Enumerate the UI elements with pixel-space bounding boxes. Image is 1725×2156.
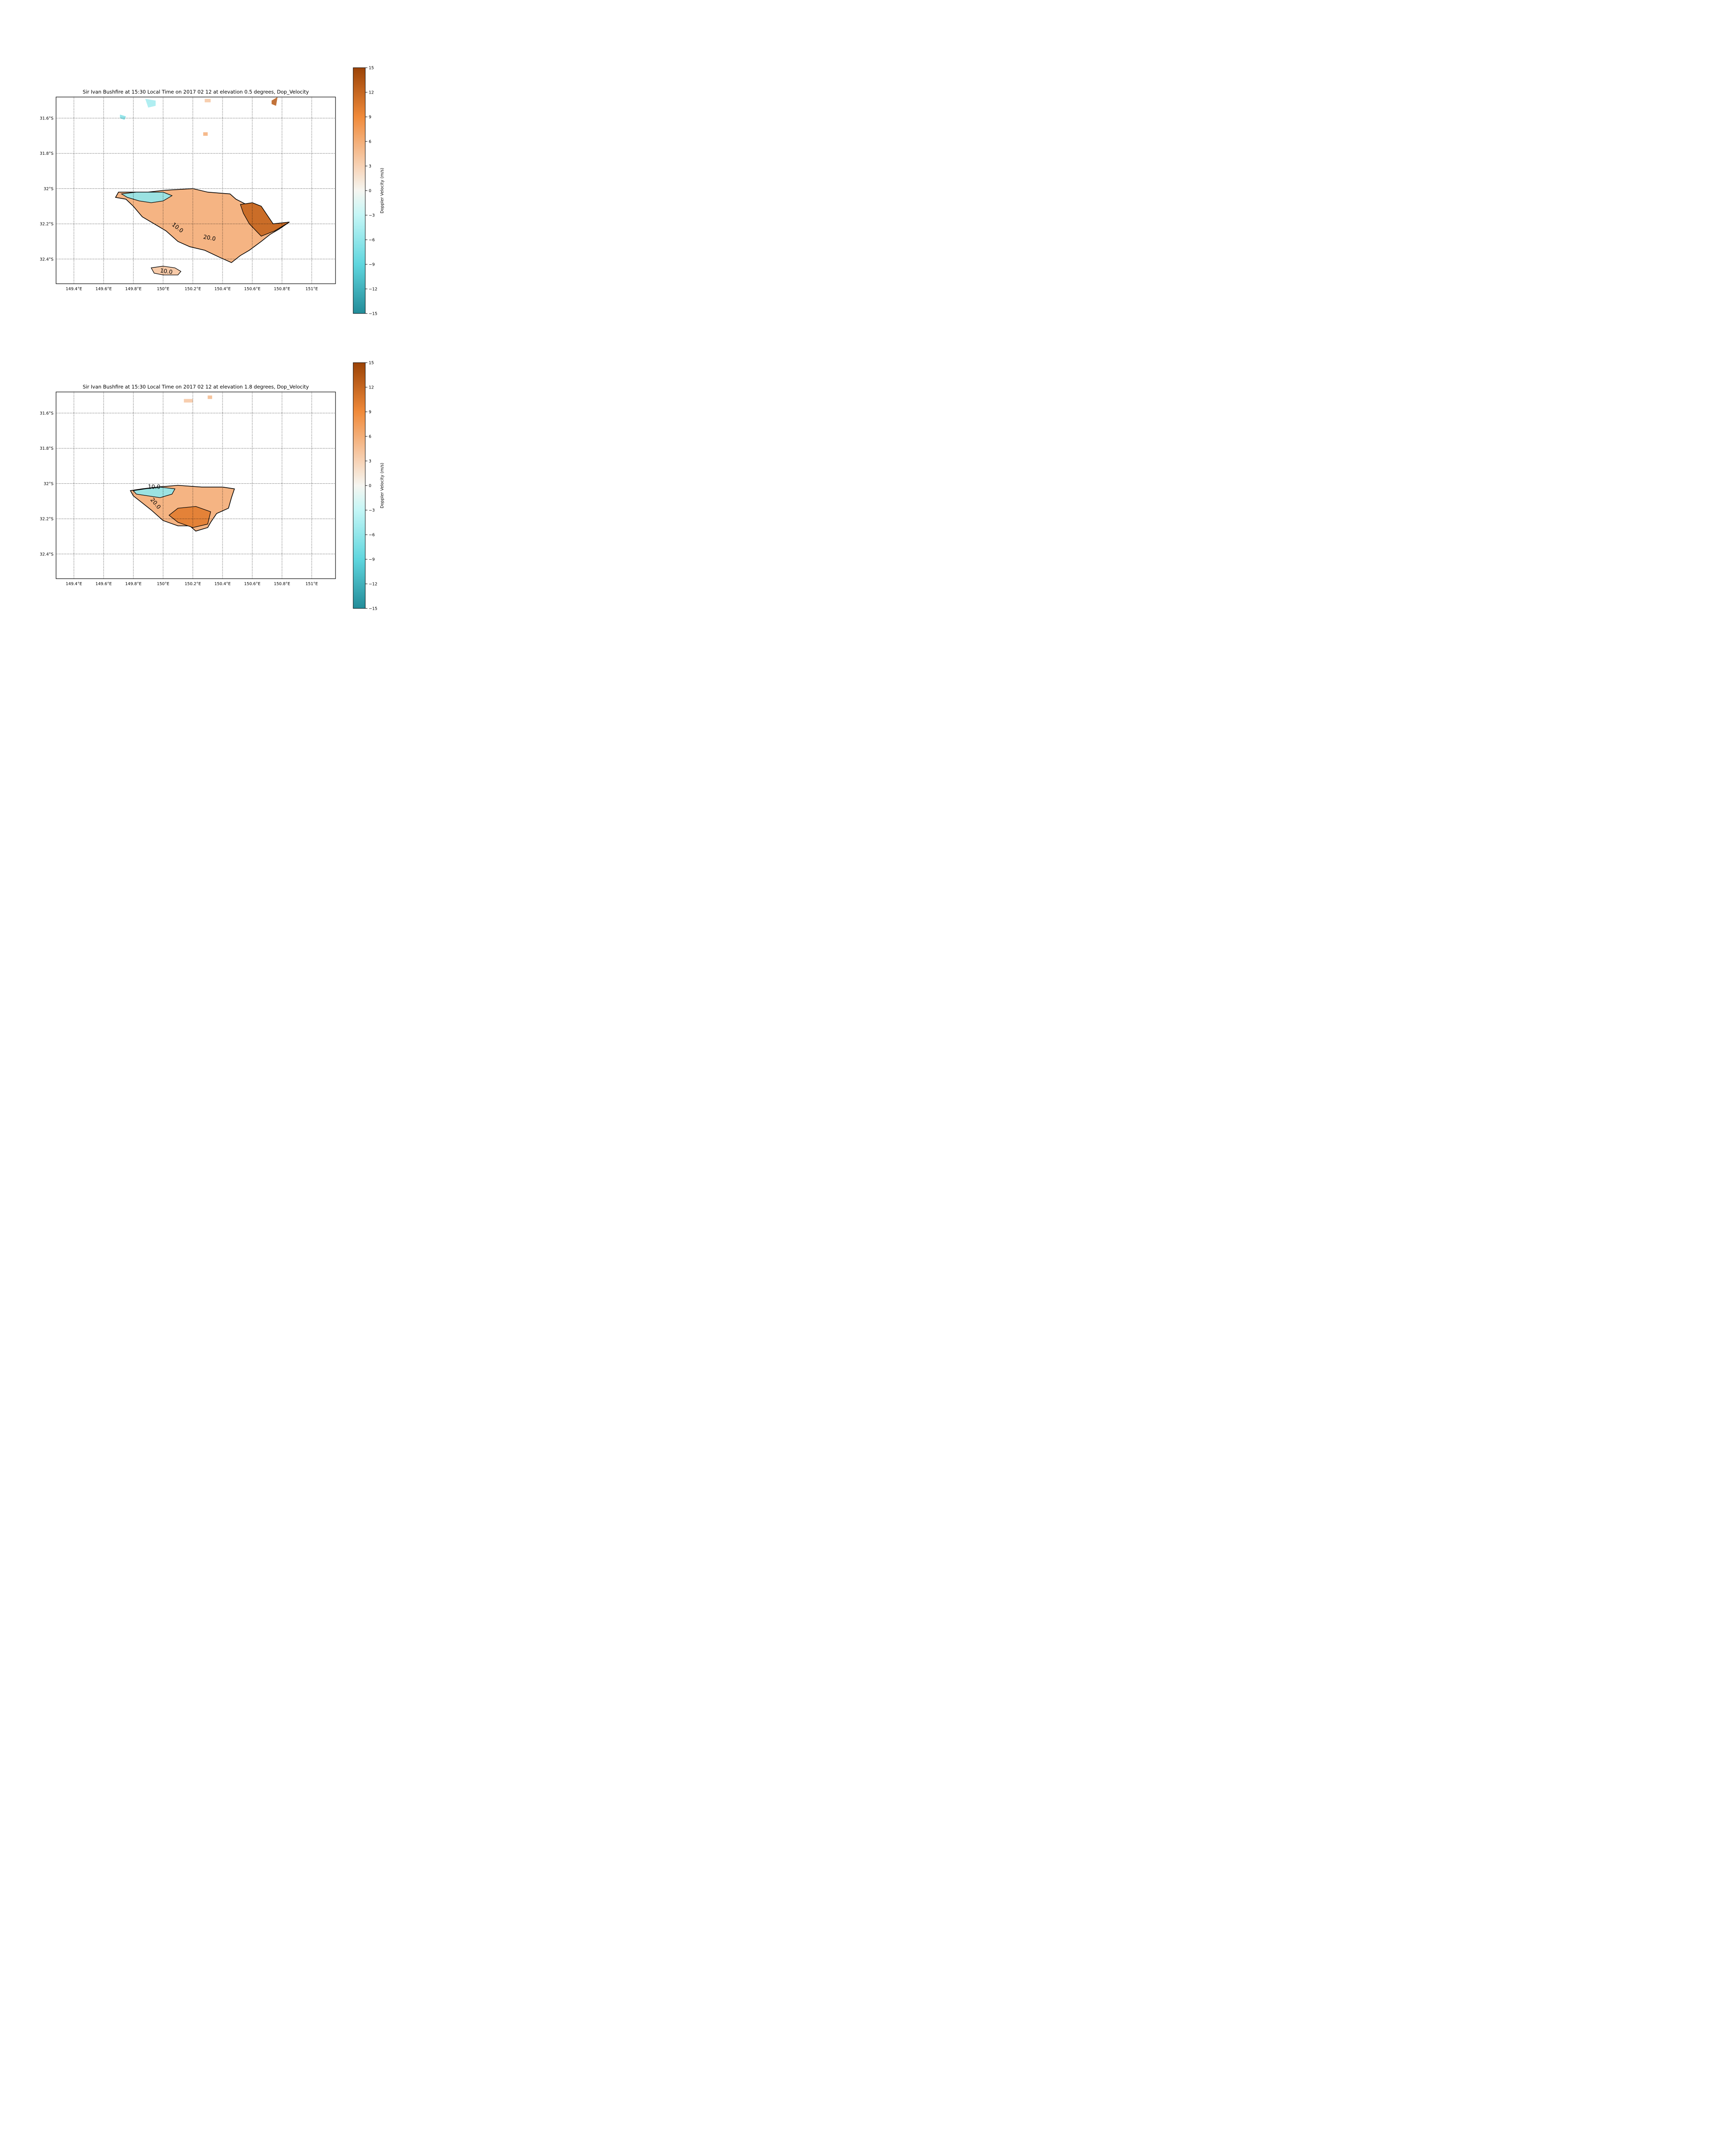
y-tick-label: 32.2°S — [40, 222, 53, 227]
contour-label: 20.0 — [203, 234, 216, 243]
contour-label: 10.0 — [160, 268, 173, 276]
colorbar-tick-label: 15 — [369, 66, 374, 71]
echo-region-core-positive — [168, 506, 211, 528]
colorbar-label: Doppler Velocity (m/s) — [380, 168, 385, 213]
x-tick-label: 151°E — [305, 582, 318, 586]
x-tick-label: 150.8°E — [274, 582, 290, 586]
x-tick-label: 149.6°E — [95, 582, 112, 586]
y-tick-label: 31.8°S — [40, 446, 53, 451]
echo-region-speck-a — [184, 399, 193, 403]
y-tick-label: 31.8°S — [40, 151, 53, 156]
x-tick-label: 149.4°E — [66, 287, 82, 291]
colorbar-tick-label: −6 — [369, 238, 375, 243]
colorbar — [353, 67, 366, 314]
colorbar-tick-label: 12 — [369, 385, 374, 390]
x-tick-label: 150.8°E — [274, 287, 290, 291]
y-tick-label: 31.6°S — [40, 411, 53, 416]
echo-region-inflow-negative — [120, 191, 173, 203]
echo-region-speck-e — [203, 132, 208, 136]
x-tick-label: 149.8°E — [125, 287, 141, 291]
colorbar-tick-label: 3 — [369, 459, 371, 464]
x-tick-label: 150.2°E — [185, 582, 201, 586]
echo-region-speck-b — [207, 395, 212, 399]
panel-elevation-1.8: Sir Ivan Bushfire at 15:30 Local Time on… — [40, 361, 385, 611]
y-tick-label: 32°S — [44, 482, 53, 486]
echo-region-inflow-negative — [132, 486, 176, 498]
x-tick-label: 150°E — [157, 582, 169, 586]
colorbar-tick-label: 6 — [369, 435, 371, 439]
colorbar-tick-label: −15 — [369, 312, 377, 317]
echo-region-south-cell — [151, 266, 182, 276]
echo-region-speck-b — [120, 114, 126, 120]
echo-region-speck-d — [271, 97, 278, 106]
colorbar-tick-label: 12 — [369, 91, 374, 95]
colorbar-tick-label: 3 — [369, 164, 371, 169]
x-tick-label: 150.6°E — [244, 582, 260, 586]
colorbar-tick-label: −3 — [369, 213, 375, 218]
colorbar-tick-label: 9 — [369, 410, 371, 415]
x-tick-label: 149.4°E — [66, 582, 82, 586]
y-tick-label: 31.6°S — [40, 116, 53, 121]
colorbar-tick-label: −9 — [369, 263, 375, 267]
x-tick-label: 150.4°E — [214, 287, 231, 291]
x-tick-label: 150.2°E — [185, 287, 201, 291]
colorbar-tick-label: −12 — [369, 287, 377, 292]
colorbar-tick-label: 0 — [369, 484, 371, 489]
y-tick-label: 32.2°S — [40, 517, 53, 522]
colorbar — [353, 362, 366, 609]
echo-region-speck-a — [145, 99, 156, 108]
x-tick-label: 150°E — [157, 287, 169, 291]
colorbar-tick-label: 6 — [369, 140, 371, 144]
x-tick-label: 150.6°E — [244, 287, 260, 291]
x-tick-label: 149.6°E — [95, 287, 112, 291]
y-tick-label: 32°S — [44, 187, 53, 191]
x-tick-label: 151°E — [305, 287, 318, 291]
x-tick-label: 149.8°E — [125, 582, 141, 586]
colorbar-tick-label: −3 — [369, 508, 375, 513]
colorbar-tick-label: −6 — [369, 533, 375, 538]
colorbar-tick-label: −12 — [369, 582, 377, 587]
y-tick-label: 32.4°S — [40, 257, 53, 262]
y-tick-label: 32.4°S — [40, 552, 53, 557]
panel-elevation-0.5: Sir Ivan Bushfire at 15:30 Local Time on… — [40, 66, 385, 317]
colorbar-tick-label: 0 — [369, 189, 371, 194]
plot-frame — [56, 392, 336, 579]
x-tick-label: 150.4°E — [214, 582, 231, 586]
colorbar-tick-label: −15 — [369, 607, 377, 611]
echo-region-speck-c — [204, 99, 211, 103]
contour-label: 10.0 — [148, 484, 160, 491]
figure: Sir Ivan Bushfire at 15:30 Local Time on… — [40, 66, 385, 611]
echo-region-outflow-positive — [240, 202, 290, 237]
colorbar-tick-label: 15 — [369, 361, 374, 366]
colorbar-label: Doppler Velocity (m/s) — [380, 463, 385, 508]
chart-title: Sir Ivan Bushfire at 15:30 Local Time on… — [83, 89, 309, 95]
plot-frame — [56, 97, 336, 284]
plot-area-background — [56, 392, 336, 579]
colorbar-tick-label: −9 — [369, 558, 375, 562]
colorbar-tick-label: 9 — [369, 115, 371, 120]
chart-title: Sir Ivan Bushfire at 15:30 Local Time on… — [83, 384, 309, 390]
